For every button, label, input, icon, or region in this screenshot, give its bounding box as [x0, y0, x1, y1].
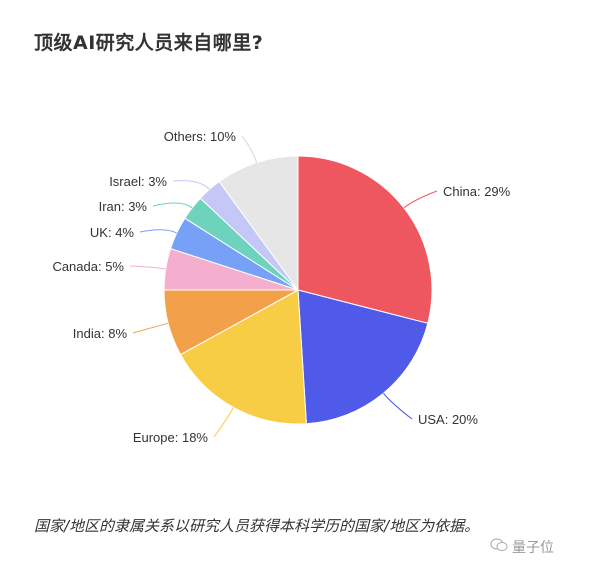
wechat-icon — [490, 538, 508, 551]
leader-line-india — [132, 322, 169, 334]
leader-line-usa — [383, 392, 413, 420]
slice-label-china: China: 29% — [443, 184, 511, 199]
slice-label-iran: Iran: 3% — [99, 199, 148, 214]
chart-title: 顶级AI研究人员来自哪里? — [34, 32, 264, 54]
slice-label-others: Others: 10% — [164, 129, 237, 144]
slice-label-uk: UK: 4% — [90, 225, 135, 240]
chart-caption: 国家/地区的隶属关系以研究人员获得本科学历的国家/地区为依据。 — [34, 517, 480, 535]
leader-line-europe — [213, 407, 234, 438]
leader-line-iran — [152, 202, 193, 209]
leader-line-canada — [129, 265, 166, 270]
watermark-logo: 量子位 — [512, 540, 554, 556]
slice-label-india: India: 8% — [73, 326, 128, 341]
pie-slice-china — [297, 155, 433, 324]
leader-line-israel — [172, 180, 210, 190]
slice-label-europe: Europe: 18% — [133, 430, 209, 445]
slice-label-usa: USA: 20% — [418, 412, 478, 427]
slice-label-israel: Israel: 3% — [109, 174, 167, 189]
leader-line-uk — [139, 229, 177, 234]
pie-chart: China: 29% USA: 20% Europe: 18% India: 8% Ca… — [52, 129, 511, 445]
leader-line-others — [241, 135, 258, 163]
leader-line-china — [403, 190, 438, 209]
slice-label-canada: Canada: 5% — [52, 259, 124, 274]
pie-slice-others — [218, 155, 299, 292]
